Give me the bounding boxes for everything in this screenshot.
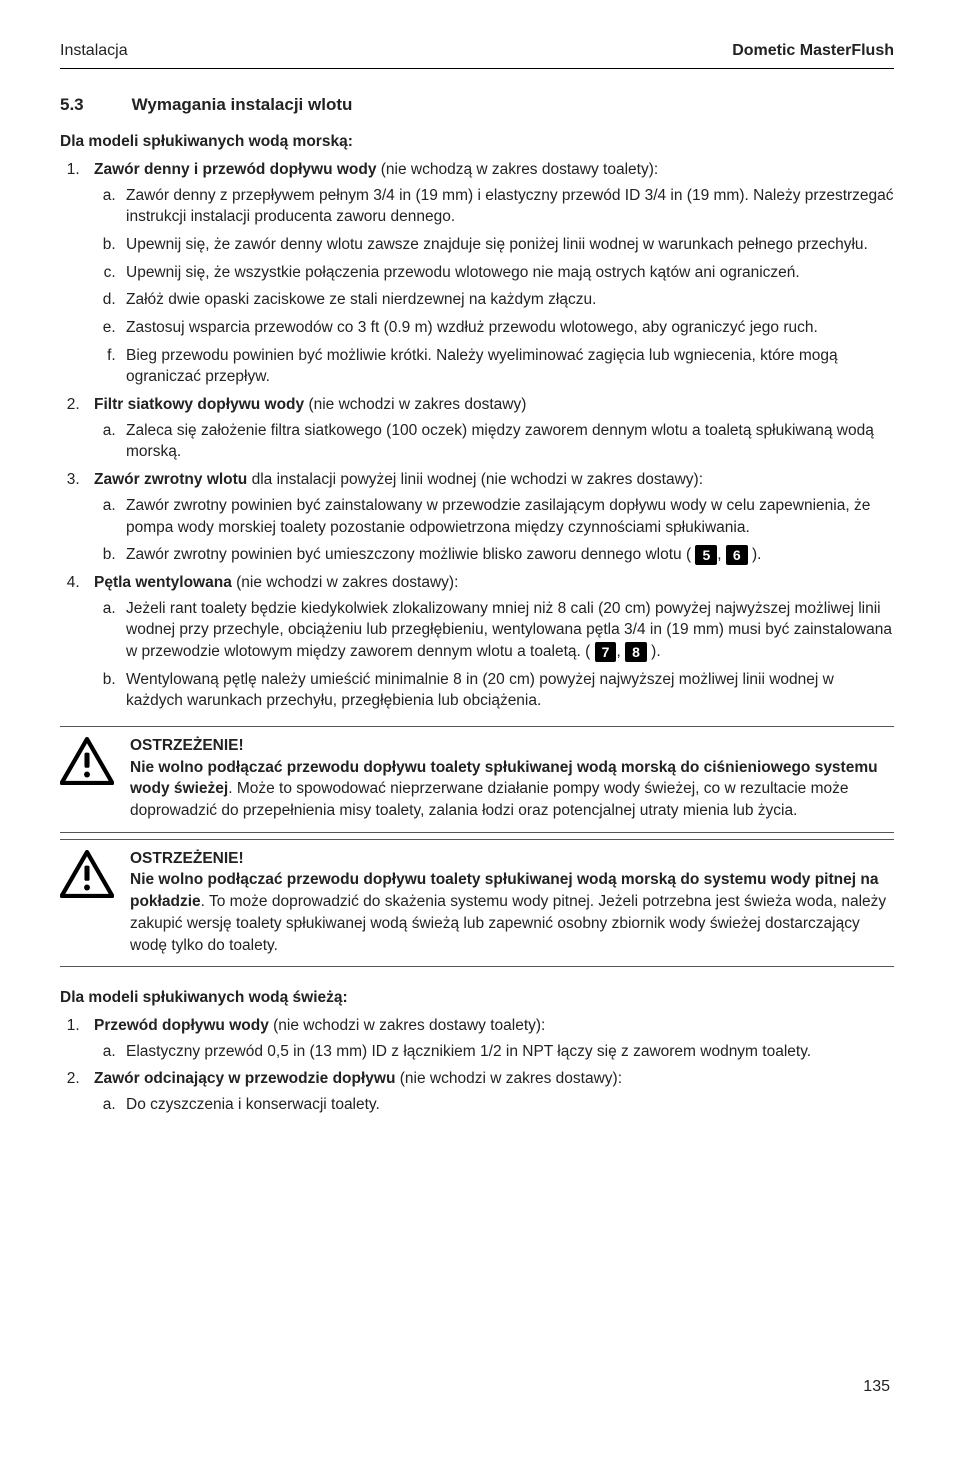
- warning-block: OSTRZEŻENIE! Nie wolno podłączać przewod…: [60, 839, 894, 967]
- sub-item: Zastosuj wsparcia przewodów co 3 ft (0.9…: [120, 317, 894, 339]
- list-item: Pętla wentylowana (nie wchodzi w zakres …: [84, 572, 894, 712]
- item-rest: (nie wchodzi w zakres dostawy):: [395, 1070, 622, 1087]
- ref-sep: ,: [616, 643, 625, 660]
- sub-item: Zawór zwrotny powinien być umieszczony m…: [120, 544, 894, 566]
- item-rest: (nie wchodzą w zakres dostawy toalety):: [376, 161, 658, 178]
- item-rest: (nie wchodzi w zakres dostawy):: [232, 574, 459, 591]
- list-item: Zawór denny i przewód dopływu wody (nie …: [84, 159, 894, 388]
- item-rest: dla instalacji powyżej linii wodnej (nie…: [247, 471, 703, 488]
- sub-item: Jeżeli rant toalety będzie kiedykolwiek …: [120, 598, 894, 663]
- warning-rest: . To może doprowadzić do skażenia system…: [130, 893, 886, 953]
- ref-sep: ,: [717, 546, 726, 563]
- page-number: 135: [60, 1376, 894, 1398]
- sub-list: Jeżeli rant toalety będzie kiedykolwiek …: [94, 598, 894, 712]
- fresh-heading: Dla modeli spłukiwanych wodą świeżą:: [60, 987, 894, 1009]
- section-heading: 5.3 Wymagania instalacji wlotu: [60, 93, 894, 117]
- list-item: Przewód dopływu wody (nie wchodzi w zakr…: [84, 1015, 894, 1062]
- sub-item: Wentylowaną pętlę należy umieścić minima…: [120, 669, 894, 712]
- warning-block: OSTRZEŻENIE! Nie wolno podłączać przewod…: [60, 726, 894, 833]
- section-number: 5.3: [60, 93, 84, 117]
- sea-heading: Dla modeli spłukiwanych wodą morską:: [60, 131, 894, 153]
- sub-list: Elastyczny przewód 0,5 in (13 mm) ID z ł…: [94, 1041, 894, 1063]
- list-item: Zawór odcinający w przewodzie dopływu (n…: [84, 1068, 894, 1115]
- figure-ref: 5: [695, 545, 717, 565]
- warning-rest: . Może to spowodować nieprzerwane działa…: [130, 780, 849, 819]
- sub-item: Zaleca się założenie filtra siatkowego (…: [120, 420, 894, 463]
- header-left: Instalacja: [60, 40, 128, 62]
- ref-suffix: ).: [748, 546, 762, 563]
- fresh-list: Przewód dopływu wody (nie wchodzi w zakr…: [60, 1015, 894, 1116]
- item-bold: Filtr siatkowy dopływu wody: [94, 396, 304, 413]
- page-header: Instalacja Dometic MasterFlush: [60, 40, 894, 69]
- warning-body: OSTRZEŻENIE! Nie wolno podłączać przewod…: [130, 848, 894, 956]
- sub-list: Do czyszczenia i konserwacji toalety.: [94, 1094, 894, 1116]
- sub-item: Elastyczny przewód 0,5 in (13 mm) ID z ł…: [120, 1041, 894, 1063]
- item-bold: Zawór zwrotny wlotu: [94, 471, 247, 488]
- warning-icon: [60, 735, 116, 822]
- ref-prefix: Jeżeli rant toalety będzie kiedykolwiek …: [126, 600, 892, 660]
- ref-suffix: ).: [647, 643, 661, 660]
- figure-ref: 6: [726, 545, 748, 565]
- warning-body: OSTRZEŻENIE! Nie wolno podłączać przewod…: [130, 735, 894, 822]
- sea-list: Zawór denny i przewód dopływu wody (nie …: [60, 159, 894, 712]
- item-bold: Pętla wentylowana: [94, 574, 232, 591]
- warning-text: Nie wolno podłączać przewodu dopływu toa…: [130, 869, 894, 956]
- sub-item: Upewnij się, że wszystkie połączenia prz…: [120, 262, 894, 284]
- ref-prefix: Zawór zwrotny powinien być umieszczony m…: [126, 546, 695, 563]
- list-item: Filtr siatkowy dopływu wody (nie wchodzi…: [84, 394, 894, 463]
- sub-item: Zawór denny z przepływem pełnym 3/4 in (…: [120, 185, 894, 228]
- warning-text: Nie wolno podłączać przewodu dopływu toa…: [130, 757, 894, 822]
- sub-list: Zaleca się założenie filtra siatkowego (…: [94, 420, 894, 463]
- sub-item: Do czyszczenia i konserwacji toalety.: [120, 1094, 894, 1116]
- item-bold: Zawór denny i przewód dopływu wody: [94, 161, 376, 178]
- warning-title: OSTRZEŻENIE!: [130, 848, 894, 870]
- item-bold: Zawór odcinający w przewodzie dopływu: [94, 1070, 395, 1087]
- item-bold: Przewód dopływu wody: [94, 1017, 269, 1034]
- sub-item: Zawór zwrotny powinien być zainstalowany…: [120, 495, 894, 538]
- sub-item: Bieg przewodu powinien być możliwie krót…: [120, 345, 894, 388]
- header-right: Dometic MasterFlush: [732, 40, 894, 62]
- warning-title: OSTRZEŻENIE!: [130, 735, 894, 757]
- sub-list: Zawór denny z przepływem pełnym 3/4 in (…: [94, 185, 894, 389]
- sub-list: Zawór zwrotny powinien być zainstalowany…: [94, 495, 894, 566]
- figure-ref: 8: [625, 642, 647, 662]
- warning-icon: [60, 848, 116, 956]
- list-item: Zawór zwrotny wlotu dla instalacji powyż…: [84, 469, 894, 566]
- item-rest: (nie wchodzi w zakres dostawy): [304, 396, 526, 413]
- sub-item: Załóż dwie opaski zaciskowe ze stali nie…: [120, 289, 894, 311]
- section-title: Wymagania instalacji wlotu: [132, 93, 353, 117]
- sub-item: Upewnij się, że zawór denny wlotu zawsze…: [120, 234, 894, 256]
- figure-ref: 7: [595, 642, 617, 662]
- item-rest: (nie wchodzi w zakres dostawy toalety):: [269, 1017, 546, 1034]
